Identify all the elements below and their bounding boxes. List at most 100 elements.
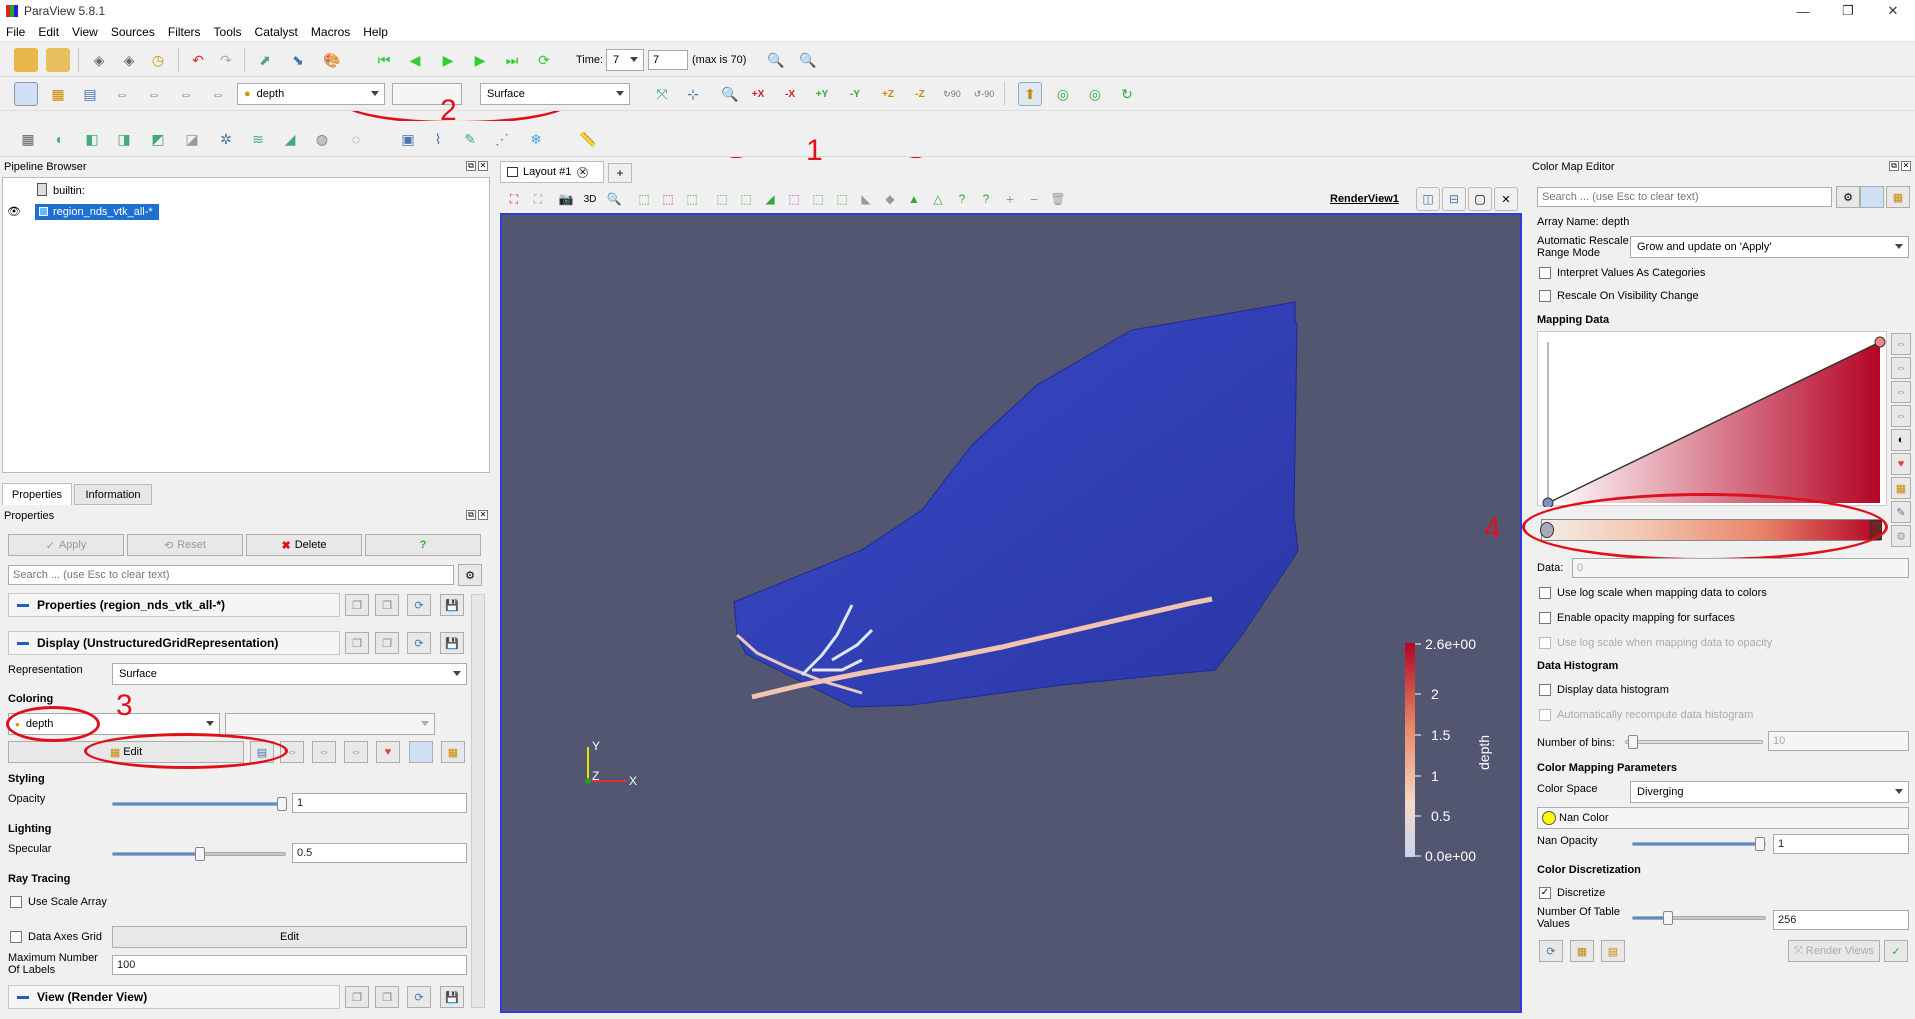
maximize-view-icon[interactable]: ▢ xyxy=(1468,187,1492,211)
toggle-3d-button[interactable]: 3D xyxy=(583,193,597,205)
close-icon[interactable]: ✕ xyxy=(478,510,488,520)
last-frame-icon[interactable]: ⏭ xyxy=(505,51,519,68)
rescale-custom-icon[interactable]: ⇔ xyxy=(312,741,336,763)
toggle-legend-icon[interactable] xyxy=(409,741,433,763)
screenshot-icon[interactable]: 📷 xyxy=(558,192,574,206)
open-icon[interactable] xyxy=(14,48,38,72)
nan-color-button[interactable]: Nan Color xyxy=(1537,807,1909,829)
set-view-minus-y-icon[interactable]: -Y xyxy=(850,88,860,100)
ruler-icon[interactable]: 📏 xyxy=(579,130,597,147)
choose-preset-icon[interactable]: ▤ xyxy=(83,85,97,102)
plot-selection-icon[interactable]: ▲ xyxy=(908,192,920,206)
split-icon[interactable]: ▣ xyxy=(401,130,415,147)
component-combo[interactable] xyxy=(392,83,462,105)
float-icon[interactable]: ⧉ xyxy=(466,161,476,171)
extract-selection-icon[interactable]: ◆ xyxy=(885,192,895,206)
loop-icon[interactable]: ⟳ xyxy=(538,51,550,68)
rescale-temporal-icon[interactable]: ⇔ xyxy=(1891,381,1911,403)
palette-icon[interactable]: 🎨 xyxy=(323,51,341,68)
next-frame-icon[interactable]: ▶ xyxy=(474,51,486,68)
center-axes-icon[interactable]: ◎ xyxy=(1056,85,1070,102)
threshold-icon[interactable]: ◩ xyxy=(151,130,165,147)
color-point-max[interactable] xyxy=(1870,520,1882,540)
menu-catalyst[interactable]: Catalyst xyxy=(254,24,298,39)
help-button[interactable]: ? xyxy=(365,534,481,556)
menu-filters[interactable]: Filters xyxy=(167,24,201,39)
save-icon[interactable]: 💾 xyxy=(440,632,464,654)
connect-icon[interactable]: ◈ xyxy=(93,51,105,68)
restore-default-icon[interactable]: ▤ xyxy=(1601,940,1625,962)
menu-view[interactable]: View xyxy=(72,24,98,39)
tab-layout-1[interactable]: Layout #1 ✕ xyxy=(500,161,604,183)
enable-opacity-checkbox[interactable] xyxy=(1539,612,1551,624)
query-icon[interactable]: 🔍 xyxy=(799,51,817,68)
rescale-range-icon[interactable]: ⇔ xyxy=(280,741,304,763)
plot-over-line-icon[interactable]: ⌇ xyxy=(434,130,442,147)
rescale-custom-icon[interactable]: ⇔ xyxy=(147,86,161,102)
reset-camera-icon[interactable]: ⤧ xyxy=(656,85,668,102)
split-horizontal-icon[interactable]: ◫ xyxy=(1416,187,1440,211)
rescale-mode-select[interactable]: Grow and update on 'Apply' xyxy=(1630,236,1909,258)
reset-button[interactable]: ⟲ Reset xyxy=(127,534,243,556)
auto-apply-icon[interactable]: ◷ xyxy=(151,51,165,68)
cme-search-input[interactable]: Search ... (use Esc to clear text) xyxy=(1537,187,1832,207)
color-map-icon[interactable]: ▦ xyxy=(441,741,465,763)
stream-tracer-icon[interactable]: ≋ xyxy=(252,130,264,147)
undo-icon[interactable]: ↶ xyxy=(192,51,204,68)
clear-selection-icon[interactable]: 🗑 xyxy=(1050,192,1066,206)
presets-icon[interactable]: ♥ xyxy=(1891,453,1911,475)
first-frame-icon[interactable]: ⏮ xyxy=(377,51,391,68)
split-vertical-icon[interactable]: ⊟ xyxy=(1442,187,1466,211)
select-block-icon[interactable]: ⬚ xyxy=(716,192,728,206)
set-view-minus-x-icon[interactable]: -X xyxy=(785,88,795,100)
rescale-visible-icon[interactable]: ⇔ xyxy=(211,86,225,102)
display-histogram-checkbox[interactable] xyxy=(1539,684,1551,696)
zoom-to-box-icon[interactable]: 🔍 xyxy=(721,85,739,102)
capture-view-icon[interactable]: ⛶ xyxy=(533,191,543,206)
close-tab-icon[interactable]: ✕ xyxy=(577,166,589,178)
pick-center-icon[interactable]: ◎ xyxy=(1088,85,1102,102)
max-labels-input[interactable]: 100 xyxy=(112,955,467,975)
specular-input[interactable]: 0.5 xyxy=(292,843,467,863)
glyph-icon[interactable]: ✲ xyxy=(220,130,232,147)
color-point-min[interactable] xyxy=(1540,522,1554,538)
paste-icon[interactable]: ❐ xyxy=(375,594,399,616)
bins-input[interactable]: 10 xyxy=(1768,731,1909,751)
close-button[interactable]: ✕ xyxy=(1887,3,1899,18)
auto-recompute-checkbox[interactable] xyxy=(1539,709,1551,721)
capture-view-icon[interactable]: ⛶ xyxy=(509,191,519,206)
rescale-range-icon[interactable]: ⇔ xyxy=(1891,333,1911,355)
rescale-visible-icon[interactable]: ⇔ xyxy=(1891,405,1911,427)
settings-icon[interactable]: ⚙ xyxy=(1836,186,1860,208)
color-transfer-bar[interactable] xyxy=(1540,519,1882,541)
bins-slider[interactable] xyxy=(1625,735,1763,749)
float-icon[interactable]: ⧉ xyxy=(1889,161,1899,171)
rescale-custom-icon[interactable]: ⇔ xyxy=(1891,357,1911,379)
coloring-array-select[interactable]: ● depth xyxy=(8,713,220,735)
shrink-selection-icon[interactable]: ◣ xyxy=(861,192,871,206)
time-value-combo[interactable]: 7 xyxy=(606,49,644,71)
close-icon[interactable]: ✕ xyxy=(478,161,488,171)
delete-button[interactable]: ✖ Delete xyxy=(246,534,362,556)
log-scale-opacity-checkbox[interactable] xyxy=(1539,637,1551,649)
close-icon[interactable]: ✕ xyxy=(1901,161,1911,171)
copy-icon[interactable]: ❐ xyxy=(345,986,369,1008)
render-view[interactable]: 2.6e+00 2 1.5 1 0.5 0.0e+00 depth Y Z X xyxy=(500,213,1522,1013)
properties-scrollbar[interactable] xyxy=(471,594,485,1008)
add-layout-button[interactable]: + xyxy=(608,163,632,183)
edit-icon[interactable]: ✎ xyxy=(1891,501,1911,523)
camera-redo-icon[interactable]: ⬊ xyxy=(292,51,304,68)
set-view-plus-z-icon[interactable]: +Z xyxy=(882,88,894,100)
snowflake-icon[interactable]: ❄ xyxy=(530,130,542,147)
warp-vector-icon[interactable]: ◢ xyxy=(284,130,296,147)
reload-icon[interactable]: ⟳ xyxy=(407,632,431,654)
rescale-range-icon[interactable]: ⇔ xyxy=(115,86,129,102)
opacity-input[interactable]: 1 xyxy=(292,793,467,813)
set-view-minus-z-icon[interactable]: -Z xyxy=(915,88,925,100)
data-axes-edit-button[interactable]: Edit xyxy=(112,926,467,948)
apply-button[interactable]: ✓ Apply xyxy=(8,534,124,556)
menu-sources[interactable]: Sources xyxy=(110,24,155,39)
eye-visibility-icon[interactable]: 👁 xyxy=(7,206,21,218)
extract-subset-icon[interactable]: ◪ xyxy=(185,130,199,147)
float-icon[interactable]: ⧉ xyxy=(466,510,476,520)
